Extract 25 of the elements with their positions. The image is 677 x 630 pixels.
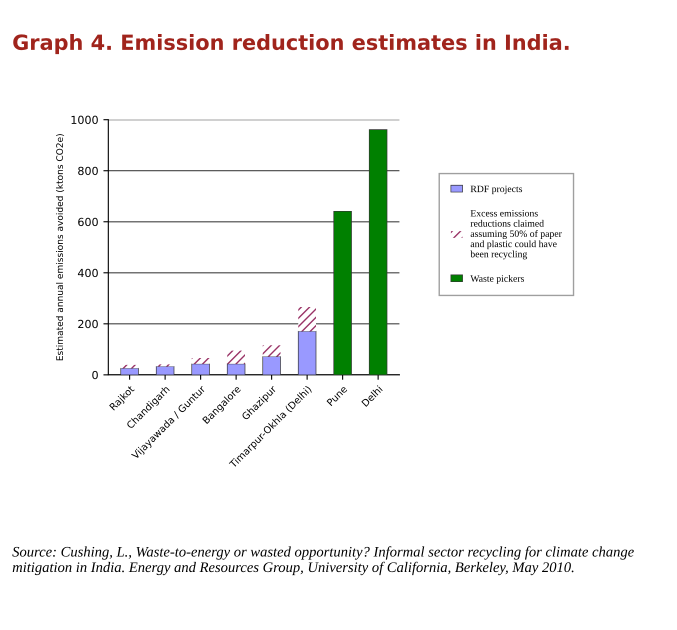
bar — [192, 358, 210, 364]
y-tick-label: 600 — [78, 218, 98, 226]
y-tick-label: 800 — [78, 166, 98, 176]
bar — [333, 210, 352, 375]
bar — [262, 356, 281, 375]
bar — [120, 364, 138, 368]
y-tick-label: 400 — [78, 268, 98, 278]
bar — [227, 350, 245, 364]
legend-label: Excess emissions reductions claimed assuming 50% of paper and plastic could have been recycling — [470, 210, 562, 260]
y-tick-label: 1000 — [72, 116, 98, 124]
y-axis-title: Estimated annual emissions avoided (ktons CO2e) — [56, 134, 64, 360]
bar — [156, 366, 174, 375]
bar — [368, 129, 388, 375]
source-note: Source: Cushing, L., Waste-to-energy or wasted opportunity? Informal sector recycling for climate change mitigation in India. Energy and Resources Group, University of California, Berkeley, May 2010. — [12, 546, 634, 576]
chart-title: Graph 4. Emission reduction estimates in India. — [13, 34, 569, 54]
bar — [262, 345, 280, 356]
legend-label: Waste pickers — [470, 274, 524, 284]
legend-label: RDF projects — [470, 186, 522, 194]
bar — [226, 364, 246, 375]
bar — [298, 330, 316, 375]
bar — [120, 368, 139, 375]
y-tick-label: 0 — [92, 370, 98, 380]
bar — [191, 364, 210, 375]
bar — [298, 306, 316, 332]
y-tick-label: 200 — [78, 320, 98, 328]
